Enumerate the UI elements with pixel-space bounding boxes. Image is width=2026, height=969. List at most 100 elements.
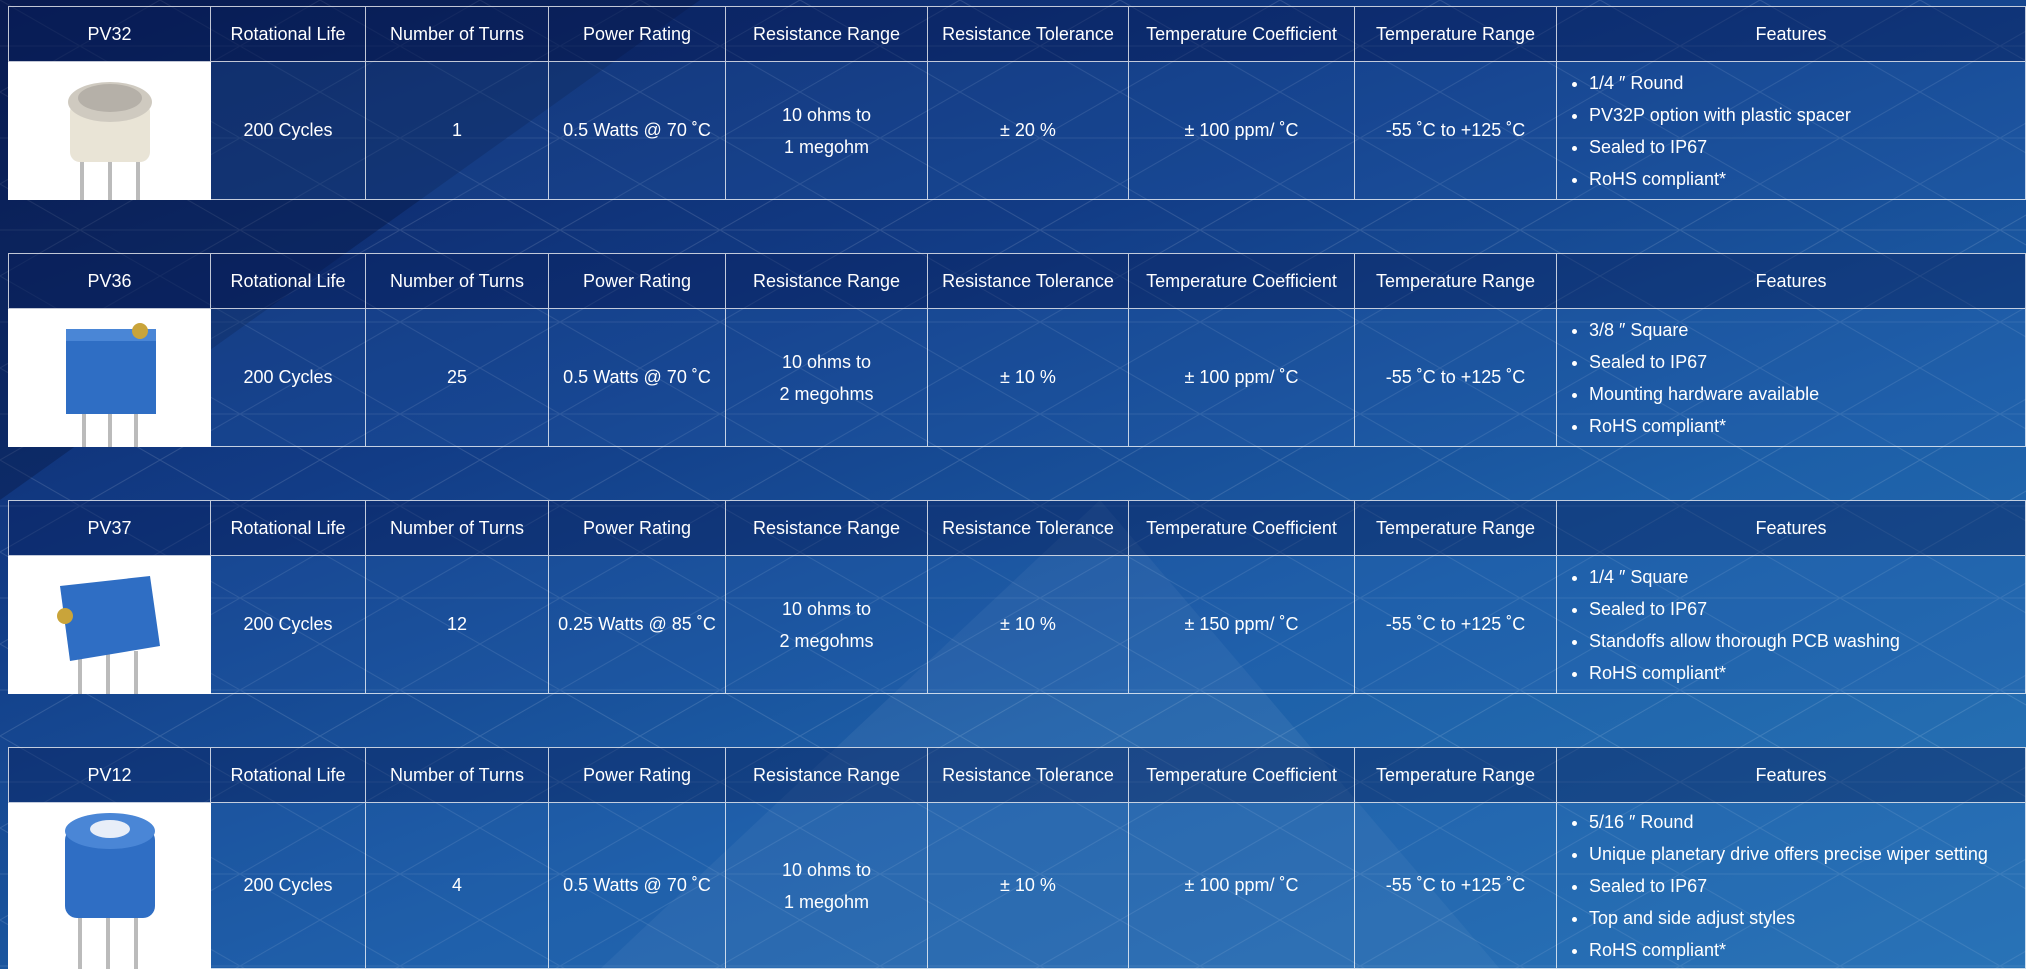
column-header: Temperature Range xyxy=(1355,6,1557,62)
data-cell: -55 ˚C to +125 ˚C xyxy=(1355,556,1557,694)
column-header: Temperature Coefficient xyxy=(1129,6,1355,62)
column-header: Features xyxy=(1557,747,2026,803)
data-cell: ± 100 ppm/ ˚C xyxy=(1129,309,1355,447)
column-header: Resistance Range xyxy=(726,253,928,309)
spec-table: PV32 Rotational Life Number of Turns Power … xyxy=(8,6,2026,200)
feature-item: 5/16 ″ Round xyxy=(1589,806,1988,838)
data-cell: ± 10 % xyxy=(928,803,1129,969)
data-cell: 200 Cycles xyxy=(211,556,366,694)
feature-item: 1/4 ″ Round xyxy=(1589,67,1851,99)
column-header: Temperature Range xyxy=(1355,253,1557,309)
feature-item: Top and side adjust styles xyxy=(1589,902,1988,934)
column-header: Temperature Range xyxy=(1355,747,1557,803)
features-cell: 1/4 ″ SquareSealed to IP67Standoffs allo… xyxy=(1557,556,2026,694)
data-cell: 0.25 Watts @ 85 ˚C xyxy=(549,556,726,694)
product-icon xyxy=(65,322,156,447)
product-icon xyxy=(64,812,155,969)
data-cell: -55 ˚C to +125 ˚C xyxy=(1355,62,1557,200)
cell-line: 2 megohms xyxy=(779,383,874,404)
feature-item: RoHS compliant* xyxy=(1589,657,1900,689)
feature-item: RoHS compliant* xyxy=(1589,410,1819,442)
column-header: Resistance Tolerance xyxy=(928,6,1129,62)
features-list: 3/8 ″ SquareSealed to IP67Mounting hardw… xyxy=(1571,314,1819,442)
column-header: Resistance Range xyxy=(726,6,928,62)
data-cell: ± 100 ppm/ ˚C xyxy=(1129,803,1355,969)
feature-item: Unique planetary drive offers precise wi… xyxy=(1589,838,1988,870)
data-cell: 4 xyxy=(366,803,549,969)
data-cell: 10 ohms to 2 megohms xyxy=(726,556,928,694)
feature-item: Sealed to IP67 xyxy=(1589,131,1851,163)
data-cell: 1 xyxy=(366,62,549,200)
feature-item: Sealed to IP67 xyxy=(1589,593,1900,625)
column-header: Features xyxy=(1557,253,2026,309)
column-header: Temperature Coefficient xyxy=(1129,500,1355,556)
data-cell: 0.5 Watts @ 70 ˚C xyxy=(549,309,726,447)
data-cell: 12 xyxy=(366,556,549,694)
cell-line: 2 megohms xyxy=(779,630,874,651)
data-cell: 25 xyxy=(366,309,549,447)
column-header: Rotational Life xyxy=(211,253,366,309)
column-header: Features xyxy=(1557,500,2026,556)
column-header: Resistance Range xyxy=(726,747,928,803)
data-cell: ± 100 ppm/ ˚C xyxy=(1129,62,1355,200)
spec-table: PV12 Rotational Life Number of Turns Power … xyxy=(8,747,2026,969)
feature-item: Sealed to IP67 xyxy=(1589,346,1819,378)
cell-line: 10 ohms to xyxy=(781,104,872,125)
model-header: PV32 xyxy=(8,6,211,62)
data-cell: 10 ohms to 2 megohms xyxy=(726,309,928,447)
column-header: Resistance Tolerance xyxy=(928,500,1129,556)
column-header: Number of Turns xyxy=(366,500,549,556)
column-header: Rotational Life xyxy=(211,6,366,62)
column-header: Power Rating xyxy=(549,747,726,803)
features-cell: 5/16 ″ RoundUnique planetary drive offer… xyxy=(1557,803,2026,969)
product-icon xyxy=(56,575,160,694)
product-image xyxy=(8,309,211,447)
data-cell: ± 10 % xyxy=(928,556,1129,694)
data-cell: -55 ˚C to +125 ˚C xyxy=(1355,309,1557,447)
feature-item: Mounting hardware available xyxy=(1589,378,1819,410)
cell-line: 1 megohm xyxy=(783,136,870,157)
product-icon xyxy=(67,81,152,200)
data-cell: 10 ohms to 1 megohm xyxy=(726,62,928,200)
features-list: 5/16 ″ RoundUnique planetary drive offer… xyxy=(1571,806,1988,966)
column-header: Power Rating xyxy=(549,6,726,62)
product-image xyxy=(8,803,211,969)
features-cell: 3/8 ″ SquareSealed to IP67Mounting hardw… xyxy=(1557,309,2026,447)
feature-item: Sealed to IP67 xyxy=(1589,870,1988,902)
data-cell: 0.5 Watts @ 70 ˚C xyxy=(549,62,726,200)
model-header: PV12 xyxy=(8,747,211,803)
column-header: Number of Turns xyxy=(366,6,549,62)
model-header: PV37 xyxy=(8,500,211,556)
data-cell: ± 10 % xyxy=(928,309,1129,447)
data-cell: 200 Cycles xyxy=(211,803,366,969)
cell-line: 10 ohms to xyxy=(781,859,872,880)
spec-table: PV37 Rotational Life Number of Turns Power … xyxy=(8,500,2026,694)
cell-line: 1 megohm xyxy=(783,891,870,912)
data-cell: 10 ohms to 1 megohm xyxy=(726,803,928,969)
spec-table: PV36 Rotational Life Number of Turns Power … xyxy=(8,253,2026,447)
data-cell: -55 ˚C to +125 ˚C xyxy=(1355,803,1557,969)
column-header: Resistance Tolerance xyxy=(928,253,1129,309)
cell-line: 10 ohms to xyxy=(781,598,872,619)
data-cell: 200 Cycles xyxy=(211,309,366,447)
column-header: Resistance Range xyxy=(726,500,928,556)
features-list: 1/4 ″ SquareSealed to IP67Standoffs allo… xyxy=(1571,561,1900,689)
feature-item: 1/4 ″ Square xyxy=(1589,561,1900,593)
column-header: Temperature Coefficient xyxy=(1129,253,1355,309)
model-header: PV36 xyxy=(8,253,211,309)
data-cell: ± 150 ppm/ ˚C xyxy=(1129,556,1355,694)
column-header: Rotational Life xyxy=(211,500,366,556)
column-header: Number of Turns xyxy=(366,253,549,309)
column-header: Resistance Tolerance xyxy=(928,747,1129,803)
column-header: Power Rating xyxy=(549,253,726,309)
product-image xyxy=(8,62,211,200)
column-header: Power Rating xyxy=(549,500,726,556)
features-cell: 1/4 ″ RoundPV32P option with plastic spa… xyxy=(1557,62,2026,200)
data-cell: 200 Cycles xyxy=(211,62,366,200)
features-list: 1/4 ″ RoundPV32P option with plastic spa… xyxy=(1571,67,1851,195)
data-cell: ± 20 % xyxy=(928,62,1129,200)
feature-item: 3/8 ″ Square xyxy=(1589,314,1819,346)
product-image xyxy=(8,556,211,694)
